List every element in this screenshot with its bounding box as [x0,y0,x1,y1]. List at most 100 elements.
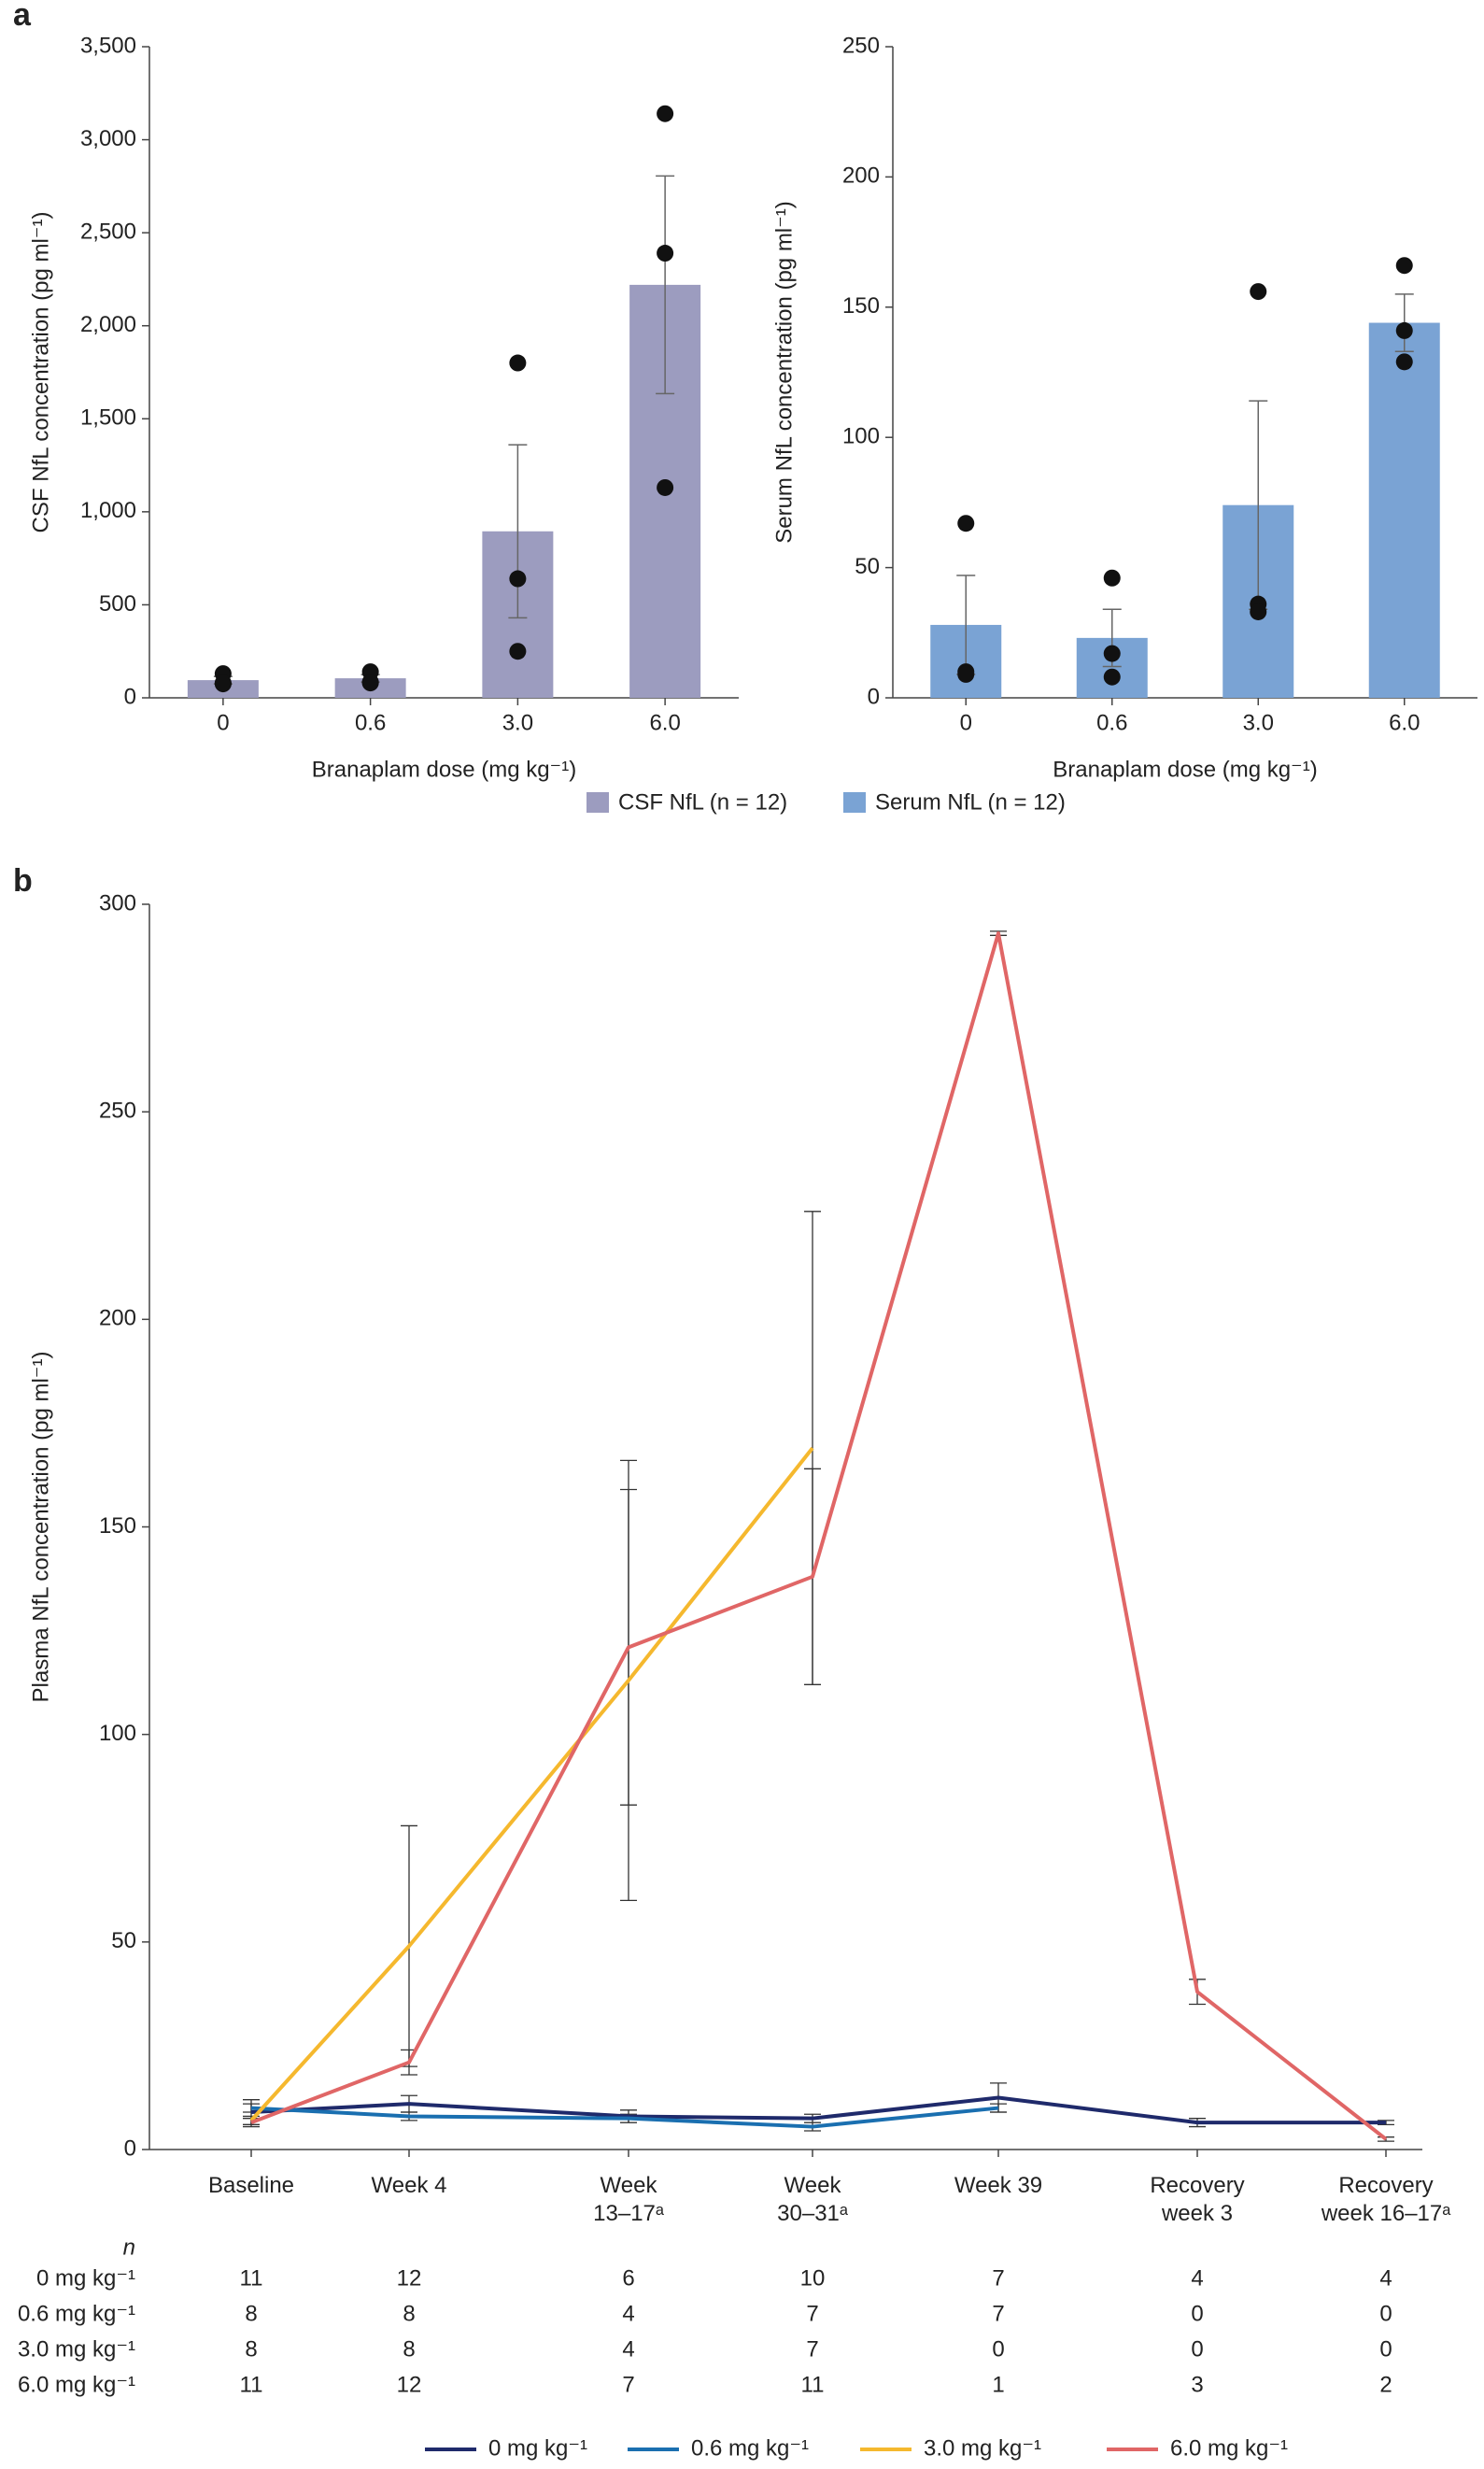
x-tick-label: 6.0 [649,710,680,735]
x-tick-label: Week 4 [372,2173,447,2198]
n-value: 8 [245,2301,257,2326]
series-line [250,2095,1386,2125]
n-value: 7 [806,2301,818,2326]
data-point [1103,668,1121,686]
n-value: 4 [1379,2265,1392,2291]
x-tick-label: Week 30–31ᵃ [777,2173,849,2226]
y-axis-label: Serum NfL concentration (pg ml⁻¹) [771,201,797,544]
x-tick-label: Baseline [208,2173,294,2198]
n-value: 0 [1191,2336,1203,2362]
n-value: 8 [403,2336,415,2362]
n-value: 0 [1191,2301,1203,2326]
x-tick-label: Recovery week 16–17ᵃ [1321,2173,1451,2226]
n-value: 4 [622,2336,634,2362]
data-point [1250,283,1267,301]
x-axis-label: Branaplam dose (mg kg⁻¹) [1053,757,1317,782]
y-tick-label: 100 [99,1721,136,1746]
n-value: 12 [397,2265,422,2291]
n-value: 8 [403,2301,415,2326]
data-point [1103,645,1121,662]
y-tick-label: 0 [868,684,880,709]
series-line [250,2106,999,2129]
n-value: 7 [992,2265,1004,2291]
data-point [1395,353,1413,371]
x-tick-label: 0.6 [1096,710,1127,735]
x-tick-label: 3.0 [1243,710,1274,735]
data-point [1395,321,1413,339]
y-tick-label: 100 [842,424,880,449]
legend-label: 6.0 mg kg⁻¹ [1170,2435,1288,2461]
legend-label: 3.0 mg kg⁻¹ [924,2435,1041,2461]
data-point [1250,603,1267,620]
data-point [509,643,527,660]
y-tick-label: 2,500 [80,219,136,244]
n-value: 0 [992,2336,1004,2362]
data-point [509,354,527,372]
n-row-label: 6.0 mg kg⁻¹ [18,2372,135,2397]
series-line [250,931,1388,2141]
x-axis-label: Branaplam dose (mg kg⁻¹) [312,757,576,782]
y-tick-label: 200 [842,163,880,189]
panel-label: a [13,0,32,33]
y-tick-label: 0 [124,2136,136,2161]
data-point [657,245,674,263]
n-value: 7 [622,2372,634,2397]
y-tick-label: 300 [99,890,136,915]
n-value: 11 [240,2372,263,2397]
legend-swatch [587,792,609,813]
n-value: 12 [397,2372,422,2397]
n-value: 11 [240,2265,263,2291]
data-point [957,665,975,683]
n-value: 1 [992,2372,1004,2397]
y-axis-label: CSF NfL concentration (pg ml⁻¹) [28,212,53,533]
y-tick-label: 50 [855,554,880,579]
legend-swatch [843,792,866,813]
n-value: 0 [1379,2336,1392,2362]
x-tick-label: 3.0 [502,710,533,735]
y-tick-label: 3,500 [80,33,136,58]
n-table-title: n [123,2235,135,2260]
y-tick-label: 150 [99,1513,136,1539]
n-value: 7 [992,2301,1004,2326]
error-bar [990,2103,1007,2113]
y-axis-label: Plasma NfL concentration (pg ml⁻¹) [28,1352,53,1703]
y-tick-label: 3,000 [80,126,136,151]
n-row-label: 3.0 mg kg⁻¹ [18,2336,135,2362]
data-point [214,674,232,692]
legend-label: CSF NfL (n = 12) [618,789,787,815]
x-tick-label: Week 39 [954,2173,1042,2198]
data-point [657,105,674,122]
n-value: 6 [622,2265,634,2291]
y-tick-label: 150 [842,293,880,319]
y-tick-label: 500 [99,591,136,617]
n-value: 7 [806,2336,818,2362]
data-point [509,570,527,588]
bar [1368,322,1440,698]
y-tick-label: 50 [111,1928,136,1953]
y-tick-label: 0 [124,684,136,709]
legend-label: 0 mg kg⁻¹ [488,2435,587,2461]
data-point [657,478,674,496]
y-tick-label: 1,500 [80,405,136,431]
error-bar [656,175,675,395]
x-tick-label: Week 13–17ᵃ [593,2173,665,2226]
x-tick-label: 0 [960,710,972,735]
n-value: 3 [1191,2372,1203,2397]
data-point [1103,569,1121,587]
x-tick-label: 0.6 [355,710,386,735]
y-tick-label: 2,000 [80,312,136,337]
data-point [361,674,379,692]
legend-label: Serum NfL (n = 12) [875,789,1066,815]
x-tick-label: Recovery week 3 [1150,2173,1244,2226]
panel-label: b [13,863,33,899]
error-bar [508,444,528,619]
n-value: 8 [245,2336,257,2362]
n-value: 2 [1379,2372,1392,2397]
y-tick-label: 1,000 [80,498,136,523]
y-tick-label: 250 [99,1099,136,1124]
y-tick-label: 200 [99,1306,136,1331]
data-point [957,515,975,532]
x-tick-label: 6.0 [1389,710,1420,735]
n-value: 4 [622,2301,634,2326]
